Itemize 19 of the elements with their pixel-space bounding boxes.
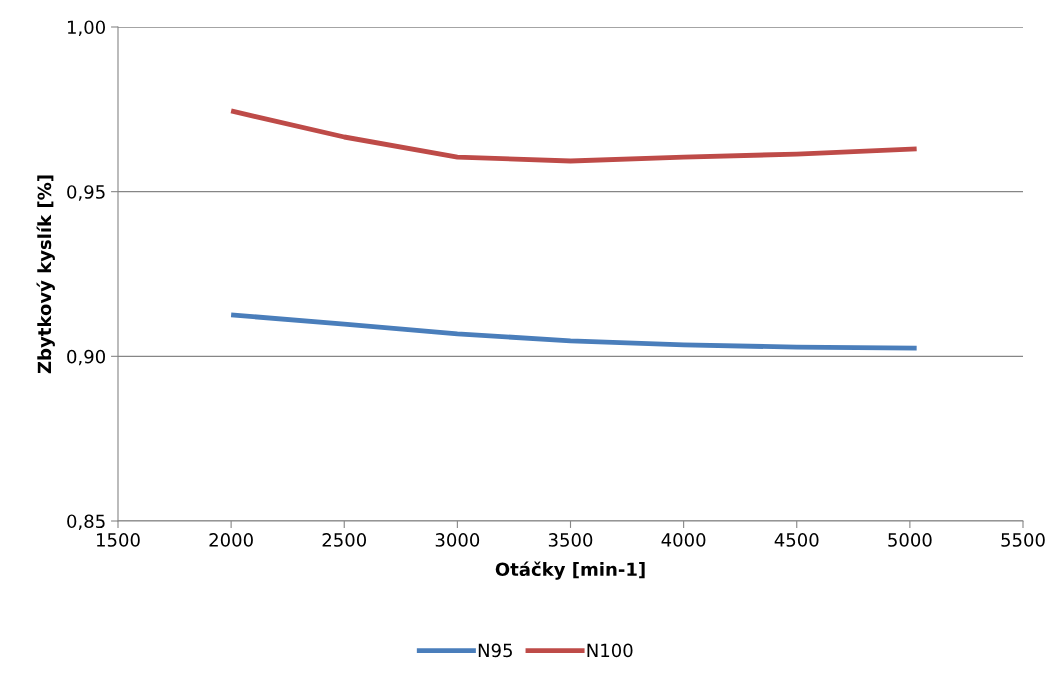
x-tick-label: 2500 <box>322 533 367 547</box>
x-tick-label: 2000 <box>209 533 253 547</box>
y-tick-label: 1,00 <box>67 20 105 36</box>
x-tick-label: 1500 <box>97 533 140 547</box>
x-axis-title: Otáčky [min-1] <box>495 561 645 580</box>
legend-label: N100 <box>587 643 633 658</box>
x-tick-label: 3000 <box>435 533 480 547</box>
legend-label: N95 <box>478 643 512 658</box>
x-tick-label: 4500 <box>774 533 819 547</box>
x-tick-label: 5500 <box>1001 533 1045 547</box>
x-tick-label: 4000 <box>661 533 706 547</box>
y-tick-label: 0,90 <box>67 349 105 366</box>
x-tick-label: 3500 <box>548 533 593 547</box>
y-tick-label: 0,95 <box>67 185 105 201</box>
x-tick-label: 5000 <box>888 533 932 547</box>
line-series <box>228 312 920 351</box>
line-series <box>228 108 920 164</box>
y-tick-label: 0,85 <box>67 514 105 530</box>
y-axis-title: Zbytkový kyslík [%] <box>36 175 55 374</box>
